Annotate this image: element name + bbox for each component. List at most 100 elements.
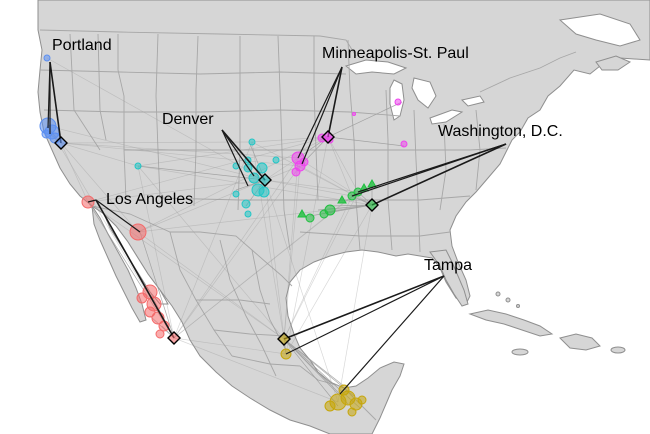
flow-line — [87, 179, 266, 203]
hub-line — [297, 66, 343, 159]
circle-marker — [394, 98, 402, 106]
flow-line — [137, 165, 285, 340]
mexico-state-line — [196, 299, 271, 305]
circle-marker — [400, 140, 408, 148]
state-line — [413, 109, 421, 253]
flow-line — [60, 142, 301, 167]
hub-diamond-denver — [258, 173, 272, 187]
state-line — [439, 123, 447, 211]
flow-line — [60, 141, 253, 144]
label-los-angeles: Los Angeles — [106, 191, 193, 208]
flow-line — [327, 136, 353, 197]
spoke-line — [327, 136, 405, 147]
state-line — [39, 69, 347, 75]
flow-line — [283, 191, 359, 340]
circle-marker — [134, 162, 142, 170]
hispaniola — [559, 333, 601, 351]
hub-line — [283, 275, 445, 340]
flow-line — [283, 195, 353, 340]
hub-line — [49, 61, 62, 144]
triangle-marker — [337, 194, 347, 204]
state-line — [313, 36, 319, 201]
state-line — [155, 33, 161, 199]
city-labels: Portland Minneapolis-St. Paul Denver Was… — [52, 37, 563, 274]
label-denver: Denver — [162, 111, 214, 128]
state-line — [97, 33, 107, 141]
hub-line — [221, 129, 249, 187]
flow-line — [327, 136, 359, 193]
state-line — [159, 195, 471, 201]
circle-marker — [256, 162, 268, 174]
flow-line — [173, 165, 301, 339]
state-line — [299, 231, 451, 237]
hub-line — [327, 66, 343, 138]
border-lines — [39, 29, 577, 421]
hub-diamond-portland — [54, 136, 68, 150]
circle-marker — [357, 395, 367, 405]
state-line — [193, 35, 199, 207]
flow-line — [137, 179, 266, 233]
flow-line — [87, 201, 285, 340]
gulf-of-st-lawrence — [558, 13, 641, 47]
flow-line — [60, 142, 139, 167]
flow-line — [173, 195, 353, 339]
flow-line — [337, 204, 373, 403]
label-portland: Portland — [52, 37, 112, 54]
mexico-state-line — [299, 365, 341, 387]
bahamas-island — [495, 291, 501, 297]
triangle-marker — [297, 208, 307, 218]
hub-line — [285, 275, 445, 355]
flow-line — [264, 179, 339, 403]
bahamas-island — [505, 297, 511, 303]
hub-line — [221, 129, 266, 181]
state-line — [117, 34, 127, 201]
flow-line — [60, 142, 89, 203]
flow-line — [264, 179, 359, 193]
hub-line — [95, 199, 141, 233]
circle-marker — [136, 292, 148, 304]
circle-marker — [144, 306, 156, 318]
mexico-state-line — [213, 329, 287, 337]
flow-line — [173, 337, 339, 403]
state-line — [475, 109, 481, 191]
flow-line — [60, 142, 299, 159]
flow-line — [283, 165, 301, 340]
flow-line — [137, 165, 175, 339]
circle-marker — [305, 213, 315, 223]
us-mexico-border — [91, 205, 293, 287]
hub-line — [87, 199, 97, 203]
hub-diamond-washington — [365, 198, 379, 212]
flow-line — [264, 179, 287, 355]
mexico-state-line — [219, 239, 277, 377]
circle-marker — [258, 186, 270, 198]
spoke-line — [327, 101, 403, 138]
hub-line — [301, 66, 343, 165]
hub-line — [95, 199, 175, 339]
circle-marker — [352, 112, 356, 116]
flow-line — [173, 141, 253, 339]
circle-marker — [241, 199, 251, 209]
hub-markers — [54, 130, 379, 346]
flow-line — [264, 179, 353, 197]
circle-marker — [248, 172, 260, 184]
circle-marker — [272, 156, 280, 164]
spoke-line — [249, 143, 266, 181]
hub-diamond-los-angeles — [167, 331, 181, 345]
bahamas-island — [516, 304, 520, 308]
flow-line — [285, 204, 373, 355]
circle-marker — [43, 54, 51, 62]
hub-line — [371, 143, 507, 206]
hub-line — [351, 143, 507, 197]
florida-peninsula — [429, 249, 469, 307]
mexico-state-line — [231, 355, 301, 367]
state-line — [237, 36, 241, 211]
flow-line — [137, 136, 329, 167]
state-line — [43, 109, 401, 117]
circle-marker — [319, 209, 329, 219]
flow-line — [137, 231, 285, 340]
nova-scotia — [595, 55, 632, 71]
hub-line — [221, 129, 255, 177]
lake-erie — [429, 109, 464, 125]
